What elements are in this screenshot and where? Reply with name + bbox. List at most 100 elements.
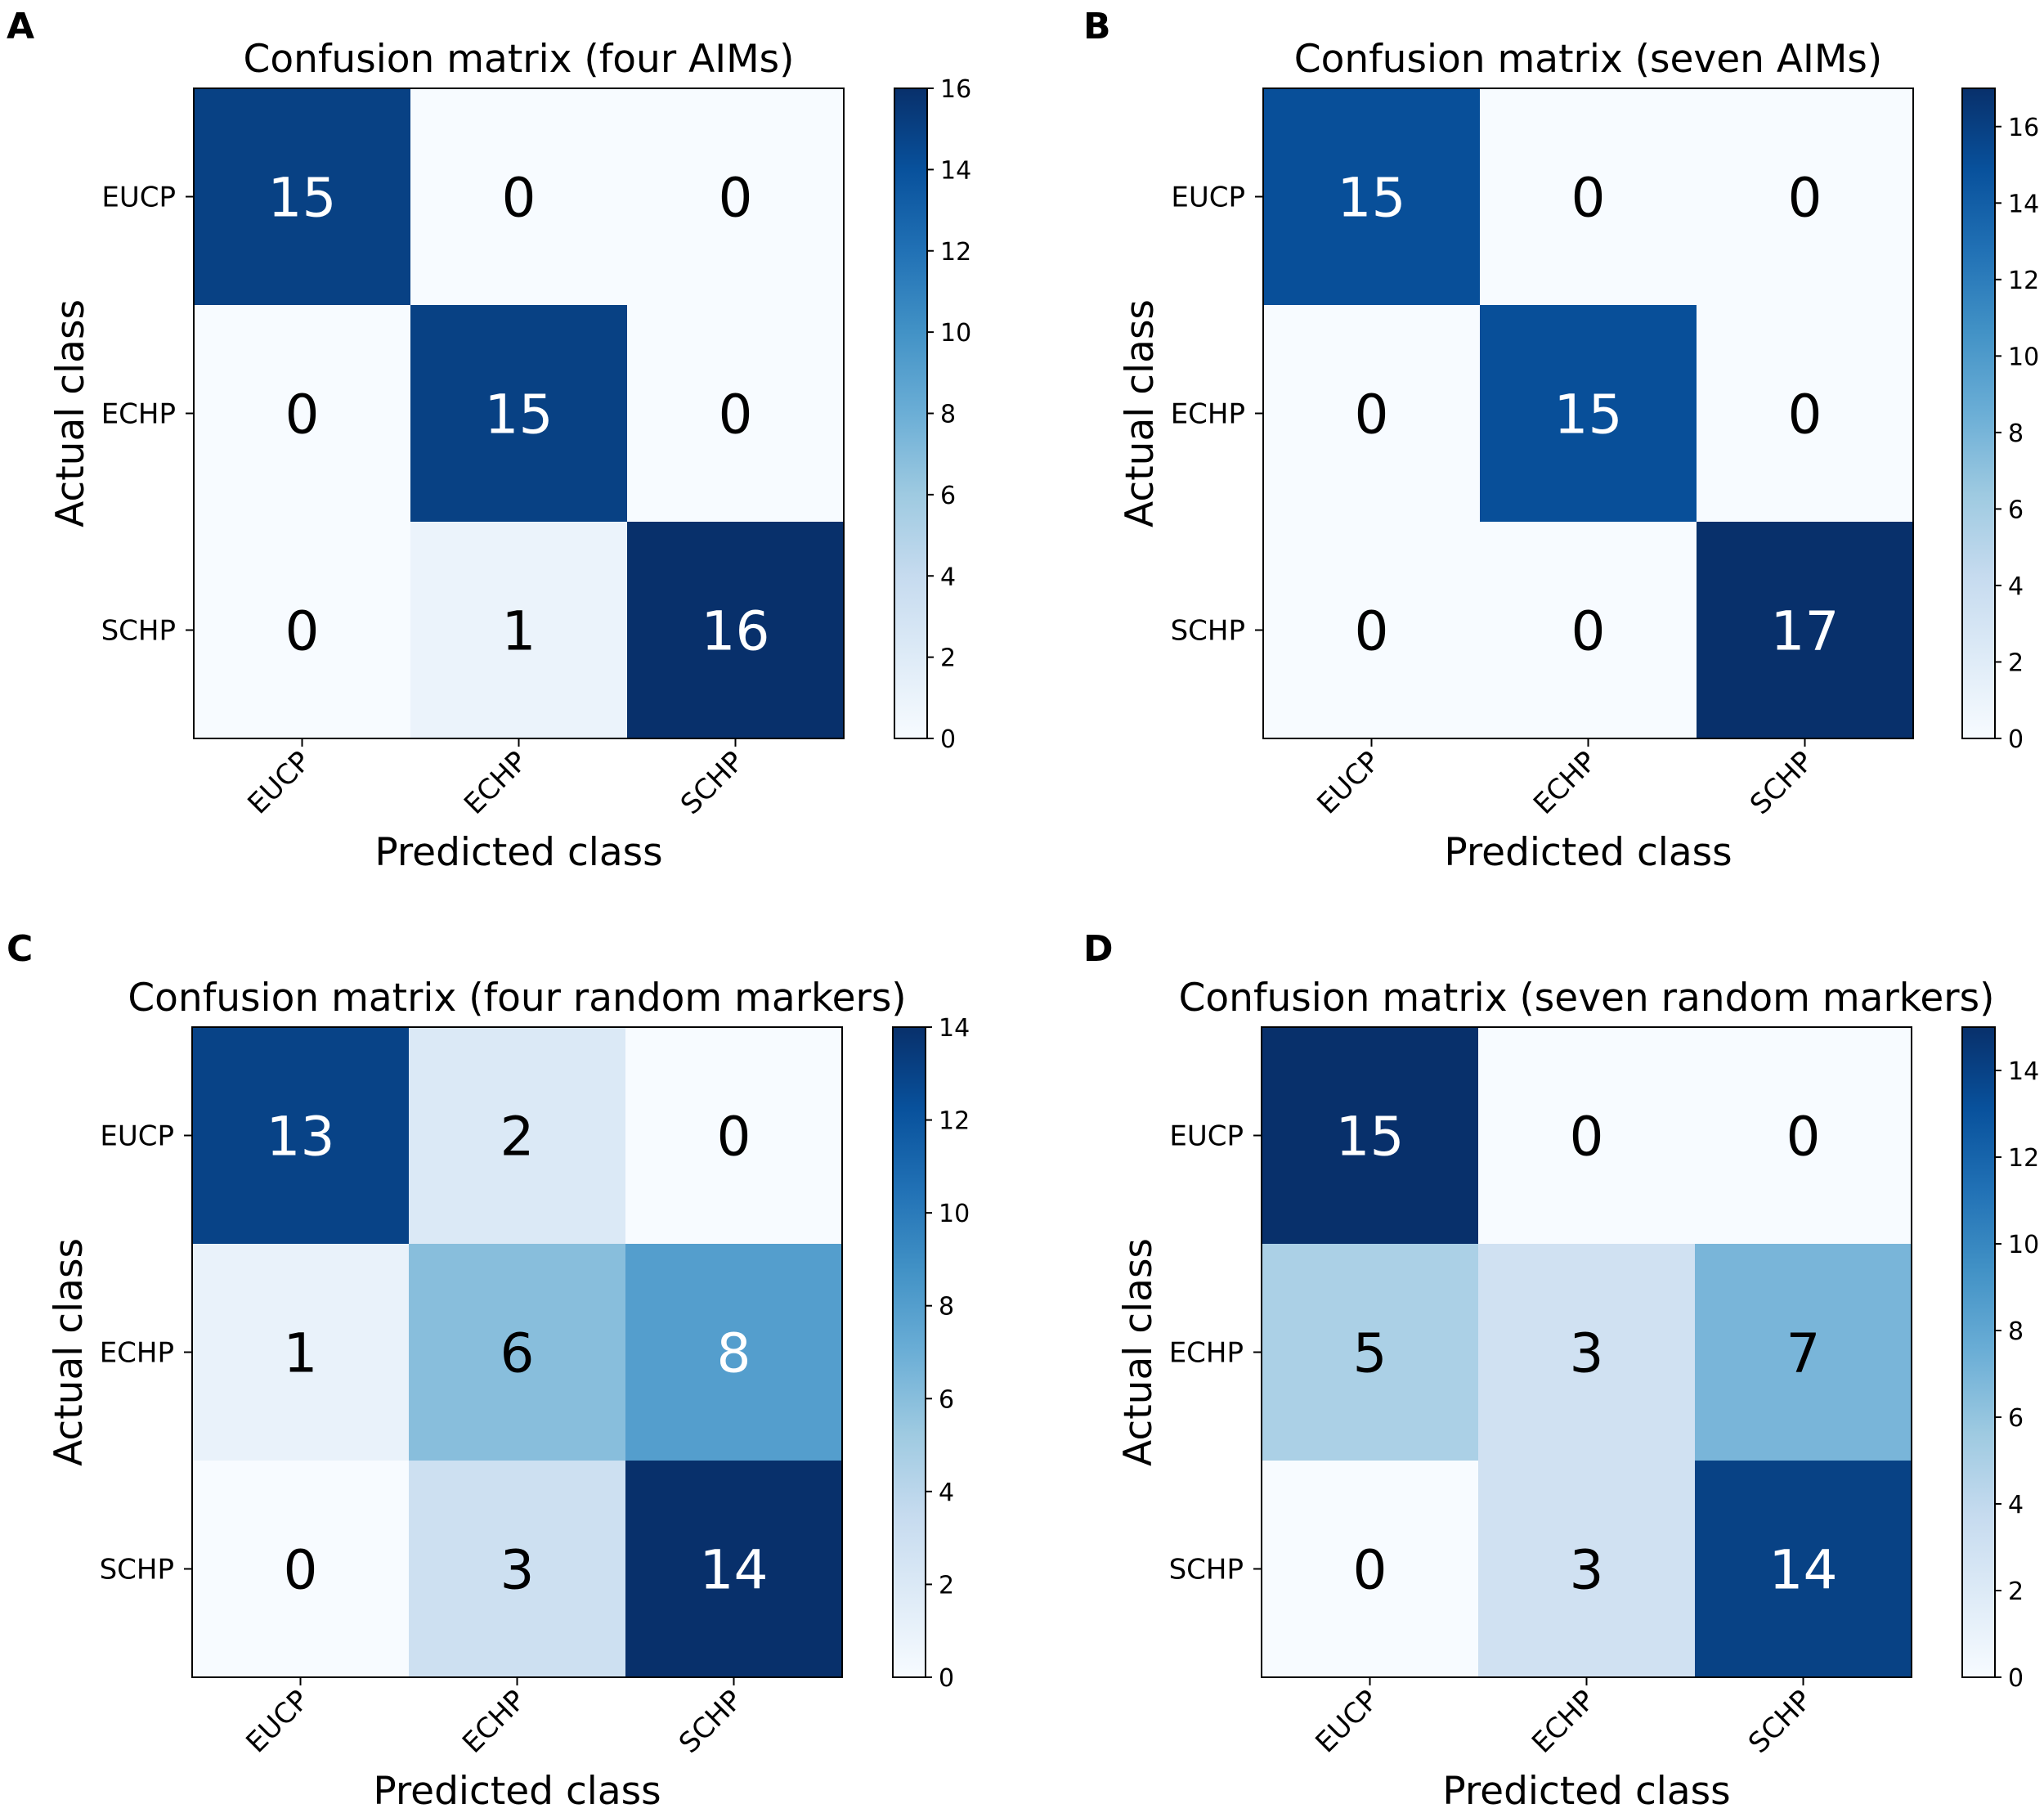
cell-value-label: 14 <box>700 1539 769 1602</box>
y-tick-label: SCHP <box>1171 615 1245 648</box>
colorbar-tick-label: 10 <box>940 319 971 348</box>
colorbar-tick-label: 10 <box>939 1200 970 1228</box>
x-tick-label: SCHP <box>1742 1684 1818 1760</box>
matrix-cell <box>1695 1244 1912 1461</box>
panel-label: B <box>1083 6 1111 47</box>
matrix-cell <box>410 88 628 306</box>
colorbar <box>1961 1026 1996 1678</box>
colorbar-tick-label: 10 <box>2008 343 2039 371</box>
colorbar-tick-label: 10 <box>2008 1231 2039 1259</box>
matrix-cell <box>627 88 845 306</box>
x-tick-label: ECHP <box>458 745 534 821</box>
x-tick-label: ECHP <box>1526 1684 1602 1760</box>
cell-value-label: 0 <box>717 1106 751 1169</box>
colorbar-tick-label: 12 <box>2008 1144 2039 1173</box>
colorbar <box>892 1026 926 1678</box>
colorbar-tick-label: 8 <box>940 401 956 429</box>
matrix-cell <box>409 1027 626 1245</box>
matrix-cell <box>625 1027 843 1245</box>
cell-value-label: 5 <box>1353 1322 1387 1385</box>
y-tick-label: SCHP <box>1169 1554 1244 1586</box>
colorbar-tick-label: 6 <box>939 1385 954 1414</box>
colorbar-tick-label: 2 <box>940 644 956 673</box>
matrix-cell <box>194 305 411 523</box>
y-axis-label: Actual class <box>48 299 93 527</box>
matrix-cell <box>627 305 845 523</box>
y-tick-label: EUCP <box>1169 1120 1244 1153</box>
x-tick-label: ECHP <box>456 1684 532 1760</box>
cell-value-label: 0 <box>719 384 753 447</box>
x-axis-label: Predicted class <box>373 1769 661 1813</box>
cell-value-label: 1 <box>502 600 536 663</box>
panel-label: A <box>7 6 34 47</box>
chart-title: Confusion matrix (seven random markers) <box>1179 976 1995 1021</box>
matrix-cell <box>1263 522 1481 739</box>
colorbar-tick-label: 12 <box>939 1107 970 1136</box>
matrix-cell <box>625 1461 843 1678</box>
matrix-cell <box>1478 1244 1696 1461</box>
panel-label: D <box>1083 928 1114 970</box>
cell-value-label: 7 <box>1786 1322 1821 1385</box>
cell-value-label: 13 <box>267 1106 335 1169</box>
y-tick-label: ECHP <box>101 398 176 431</box>
colorbar-tick-label: 14 <box>2008 190 2039 218</box>
cell-value-label: 2 <box>500 1106 535 1169</box>
y-axis-label: Actual class <box>1116 1238 1161 1466</box>
colorbar-tick-label: 2 <box>2008 1577 2024 1606</box>
matrix-cell <box>409 1244 626 1461</box>
x-tick-label: ECHP <box>1527 745 1603 821</box>
matrix-cell <box>1263 88 1481 306</box>
matrix-cell <box>192 1027 410 1245</box>
cell-value-label: 0 <box>1570 1106 1604 1169</box>
cell-value-label: 0 <box>502 167 536 230</box>
cell-value-label: 17 <box>1771 600 1840 663</box>
cell-value-label: 16 <box>702 600 770 663</box>
y-axis-label: Actual class <box>1118 299 1163 527</box>
colorbar-tick-label: 0 <box>2008 725 2024 754</box>
x-tick-label: EUCP <box>240 1684 315 1759</box>
y-tick-label: EUCP <box>101 182 176 214</box>
matrix-cell <box>194 88 411 306</box>
x-tick-label: EUCP <box>1309 1684 1384 1759</box>
cell-value-label: 0 <box>284 1539 318 1602</box>
colorbar-tick-label: 6 <box>2008 1404 2024 1433</box>
colorbar-tick-label: 2 <box>939 1571 954 1600</box>
matrix-cell <box>1478 1461 1696 1678</box>
cell-value-label: 0 <box>1355 600 1389 663</box>
y-axis-label: Actual class <box>47 1238 92 1466</box>
x-axis-label: Predicted class <box>374 830 662 875</box>
y-tick-label: SCHP <box>101 615 176 648</box>
cell-value-label: 0 <box>1355 384 1389 447</box>
y-tick-label: ECHP <box>100 1337 174 1370</box>
panel-label: C <box>7 928 33 970</box>
cell-value-label: 0 <box>285 600 320 663</box>
x-axis-label: Predicted class <box>1444 830 1732 875</box>
cell-value-label: 0 <box>1788 384 1822 447</box>
cell-value-label: 0 <box>1353 1539 1387 1602</box>
colorbar-tick-label: 6 <box>2008 496 2024 524</box>
cell-value-label: 15 <box>268 167 337 230</box>
colorbar-tick-label: 0 <box>939 1664 954 1693</box>
colorbar-tick-label: 0 <box>940 725 956 754</box>
colorbar <box>894 88 928 739</box>
matrix-cell <box>1695 1461 1912 1678</box>
cell-value-label: 0 <box>285 384 320 447</box>
colorbar-tick-label: 4 <box>939 1479 954 1507</box>
colorbar-tick-label: 4 <box>2008 572 2024 601</box>
colorbar-tick-label: 6 <box>940 482 956 510</box>
matrix-cell <box>1262 1027 1479 1245</box>
matrix-cell <box>410 522 628 739</box>
colorbar-tick-label: 2 <box>2008 648 2024 677</box>
y-tick-label: EUCP <box>100 1120 174 1153</box>
matrix-cell <box>625 1244 843 1461</box>
colorbar-tick-label: 8 <box>939 1293 954 1322</box>
cell-value-label: 15 <box>1338 167 1406 230</box>
matrix-cell <box>409 1461 626 1678</box>
matrix-cell <box>1697 522 1914 739</box>
y-tick-label: SCHP <box>100 1554 174 1586</box>
matrix-cell <box>192 1461 410 1678</box>
matrix-cell <box>1480 522 1697 739</box>
matrix-cell <box>1262 1461 1479 1678</box>
matrix-cell <box>1480 305 1697 523</box>
